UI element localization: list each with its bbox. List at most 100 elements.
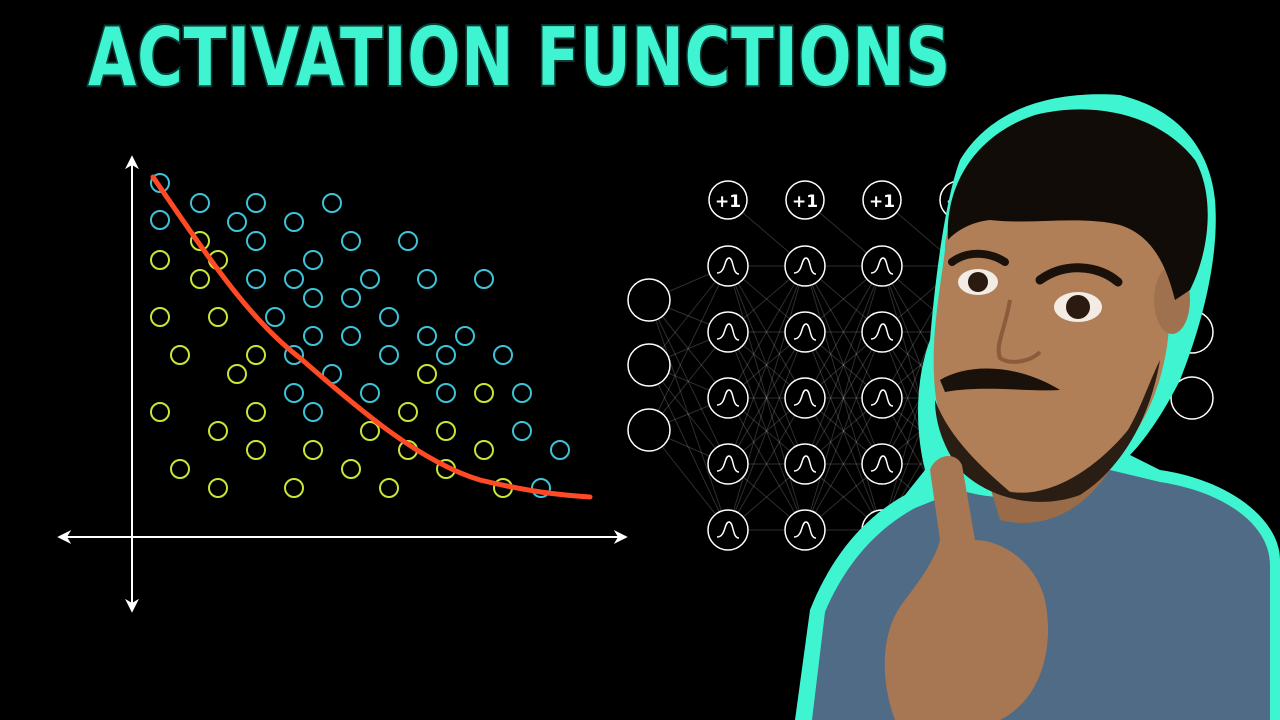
cyan-point	[531, 478, 551, 498]
cyan-point	[303, 250, 323, 270]
hand	[884, 455, 1048, 720]
yellow-point	[474, 383, 494, 403]
cyan-point	[303, 288, 323, 308]
yellow-point	[208, 421, 228, 441]
yellow-point	[227, 364, 247, 384]
connection	[727, 331, 806, 465]
sigmoid-icon	[870, 257, 894, 275]
sigmoid-icon	[793, 257, 817, 275]
cyan-point	[246, 269, 266, 289]
yellow-point	[150, 402, 170, 422]
output-neuron	[1170, 376, 1214, 420]
sigmoid-icon	[793, 389, 817, 407]
connection	[648, 364, 729, 531]
yellow-point	[379, 478, 399, 498]
bias-neuron: +1	[785, 180, 825, 220]
sigmoid-neuron	[861, 245, 903, 287]
sigmoid-neuron	[861, 377, 903, 419]
connection	[804, 265, 883, 399]
sigmoid-icon	[870, 323, 894, 341]
cyan-point	[455, 326, 475, 346]
cyan-point	[246, 231, 266, 251]
sigmoid-neuron	[707, 509, 749, 551]
cyan-point	[284, 345, 304, 365]
connection	[804, 331, 883, 531]
connection	[727, 397, 806, 531]
yellow-point	[360, 421, 380, 441]
connection	[804, 265, 883, 531]
sigmoid-icon	[716, 521, 740, 539]
sigmoid-icon	[793, 323, 817, 341]
cyan-point	[322, 193, 342, 213]
connection	[727, 331, 806, 531]
sigmoid-neuron	[707, 377, 749, 419]
title-text: ACTIVATION FUNCTIONS	[86, 10, 952, 106]
input-neuron	[627, 408, 671, 452]
hair	[947, 109, 1208, 300]
cyan-point	[436, 345, 456, 365]
right-iris	[1066, 295, 1090, 319]
yellow-point	[190, 269, 210, 289]
bias-label: +1	[869, 192, 895, 212]
sigmoid-icon	[716, 389, 740, 407]
cyan-point	[436, 383, 456, 403]
sigmoid-icon	[716, 323, 740, 341]
connection	[727, 265, 806, 399]
sigmoid-neuron	[861, 443, 903, 485]
left-eyebrow	[948, 249, 1009, 266]
connection	[804, 397, 883, 531]
input-neuron	[627, 343, 671, 387]
cyan-point	[360, 383, 380, 403]
connection	[804, 331, 883, 531]
yellow-point	[341, 459, 361, 479]
decision-curve	[150, 174, 593, 500]
cyan-point	[512, 383, 532, 403]
connection	[804, 265, 883, 531]
connection	[727, 265, 806, 465]
cyan-point	[284, 212, 304, 232]
cyan-point	[341, 288, 361, 308]
cyan-point	[341, 326, 361, 346]
sigmoid-icon	[793, 521, 817, 539]
cyan-point	[379, 345, 399, 365]
nose	[996, 299, 1042, 364]
cyan-point	[227, 212, 247, 232]
cyan-point	[550, 440, 570, 460]
yellow-point	[208, 307, 228, 327]
cyan-point	[493, 345, 513, 365]
yellow-point	[246, 440, 266, 460]
sigmoid-icon	[870, 455, 894, 473]
cyan-point	[190, 193, 210, 213]
connection	[727, 331, 806, 531]
sigmoid-neuron	[861, 311, 903, 353]
cyan-point	[150, 210, 170, 230]
cyan-point	[360, 269, 380, 289]
bias-neuron: +1	[708, 180, 748, 220]
bias-neuron: +1	[862, 180, 902, 220]
cyan-point	[265, 307, 285, 327]
cyan-point	[303, 326, 323, 346]
scatter-plot	[57, 155, 628, 613]
connection	[804, 331, 883, 465]
left-iris	[968, 272, 988, 292]
right-eyebrow	[1035, 263, 1123, 287]
connection	[804, 265, 883, 399]
sigmoid-neuron	[784, 443, 826, 485]
sigmoid-icon	[870, 389, 894, 407]
cyan-point	[284, 269, 304, 289]
cyan-point	[512, 421, 532, 441]
yellow-point	[474, 440, 494, 460]
sigmoid-icon	[716, 257, 740, 275]
sigmoid-icon	[716, 455, 740, 473]
cyan-point	[150, 173, 170, 193]
connection	[804, 331, 883, 465]
yellow-point	[170, 459, 190, 479]
cyan-point	[284, 383, 304, 403]
cyan-point	[417, 326, 437, 346]
sigmoid-neuron	[707, 443, 749, 485]
cyan-point	[417, 269, 437, 289]
connection	[648, 299, 729, 531]
connection	[727, 265, 806, 531]
bias-label: +1	[792, 192, 818, 212]
connection	[804, 265, 883, 465]
